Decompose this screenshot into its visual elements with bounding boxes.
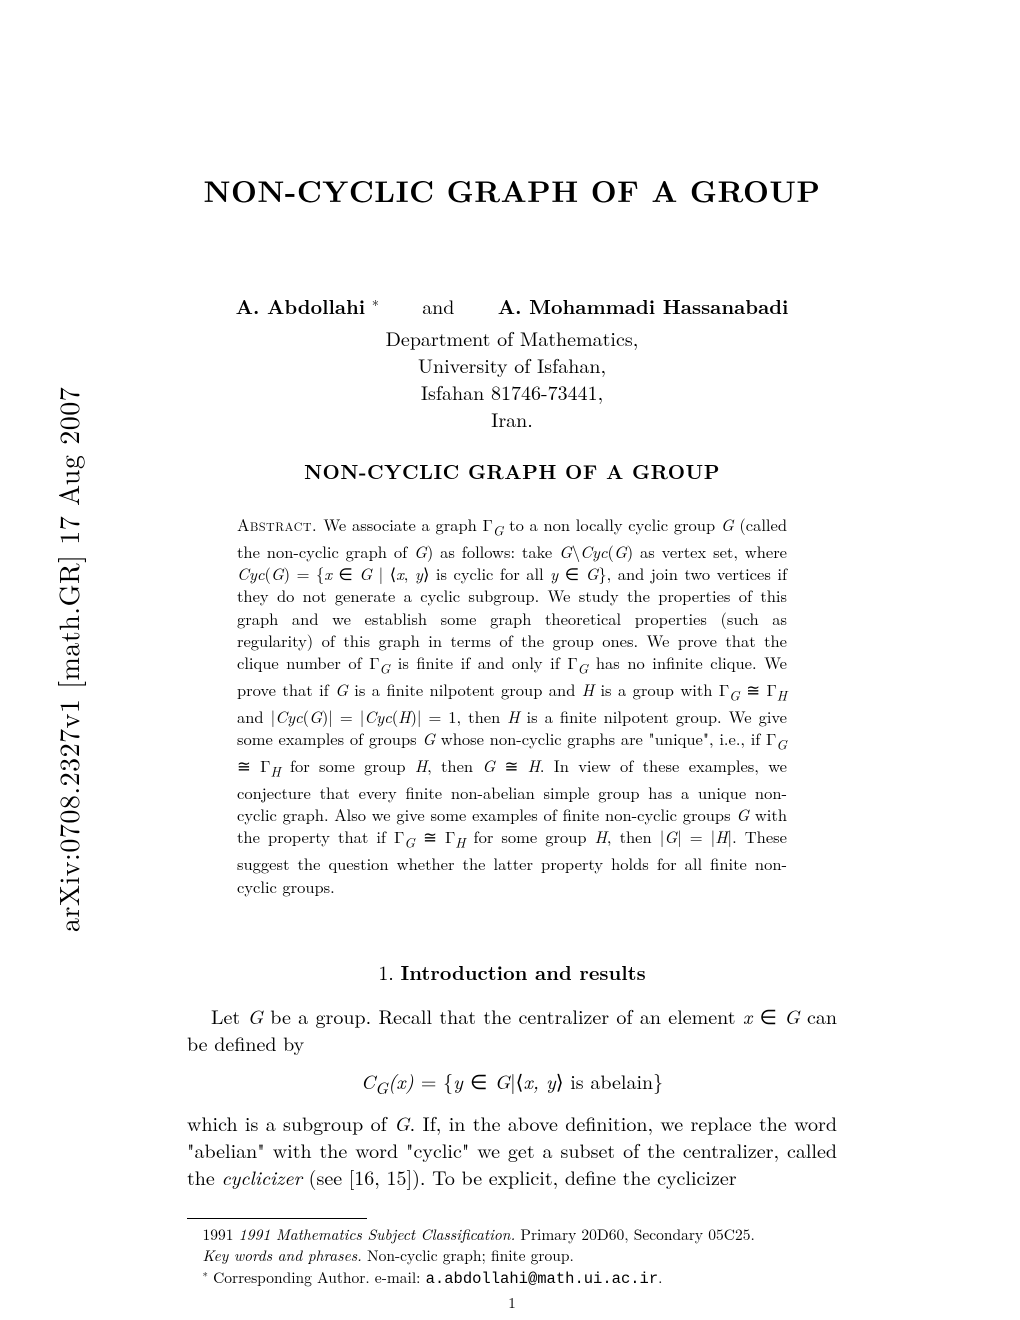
paper-subtitle: NON-CYCLIC GRAPH OF A GROUP <box>187 456 837 485</box>
footnote-msc: 1991 1991 Mathematics Subject Classifica… <box>187 1225 837 1246</box>
affiliation-line2: University of Isfahan, <box>418 350 606 379</box>
section-1-number: 1. <box>378 957 394 986</box>
affiliation: Department of Mathematics, University of… <box>187 324 837 432</box>
abstract: Abstract. We associate a graph ΓG to a n… <box>237 513 787 897</box>
footnote-msc-label: 1991 Mathematics Subject Classification. <box>239 1224 516 1245</box>
footnote-keywords-text: Non-cyclic graph; finite group. <box>367 1245 574 1266</box>
footnote-msc-text: Primary 20D60, Secondary 05C25. <box>520 1224 754 1245</box>
abstract-label: Abstract. <box>237 512 323 536</box>
footnote-msc-year: 1991 <box>203 1224 239 1245</box>
footnote-corresponding-text: Corresponding Author. e-mail: <box>213 1267 420 1288</box>
affiliation-line3: Isfahan 81746-73441, <box>421 377 603 406</box>
arxiv-id-text: arXiv:0708.2327v1 [math.GR] 17 Aug 2007 <box>48 387 88 932</box>
equation-1: CG(x) = {y ∈ G|⟨x, y⟩ is abelain} <box>187 1066 837 1099</box>
author-1: A. Abdollahi <box>236 291 366 320</box>
page-content: NON-CYCLIC GRAPH OF A GROUP A. Abdollahi… <box>187 168 837 1313</box>
section-1-heading: 1. Introduction and results <box>187 957 837 986</box>
footnote-keywords-label: Key words and phrases. <box>203 1245 362 1266</box>
footnote-corresponding: ∗ Corresponding Author. e-mail: a.abdoll… <box>187 1267 837 1290</box>
section-1-title: Introduction and results <box>401 957 646 986</box>
abstract-body: We associate a graph ΓG to a non locally… <box>237 512 787 898</box>
footnote-rule <box>187 1218 367 1219</box>
author-2: A. Mohammadi Hassanabadi <box>498 291 789 320</box>
footnote-email: a.abdollahi@math.ui.ac.ir <box>426 1270 659 1288</box>
page-number: 1 <box>187 1292 837 1313</box>
footnote-period: . <box>658 1267 662 1288</box>
footnote-keywords: Key words and phrases. Non-cyclic graph;… <box>187 1246 837 1267</box>
arxiv-identifier: arXiv:0708.2327v1 [math.GR] 17 Aug 2007 <box>48 387 88 932</box>
authors-line: A. Abdollahi ∗ and A. Mohammadi Hassanab… <box>187 291 837 320</box>
paragraph-1: Let G be a group. Recall that the centra… <box>187 1002 837 1056</box>
affiliation-line4: Iran. <box>491 404 533 433</box>
affiliation-line1: Department of Mathematics, <box>386 323 639 352</box>
paragraph-2: which is a subgroup of G. If, in the abo… <box>187 1109 837 1190</box>
paper-title: NON-CYCLIC GRAPH OF A GROUP <box>187 168 837 211</box>
authors-and: and <box>422 291 454 320</box>
author-1-marker: ∗ <box>372 291 379 311</box>
footnote-marker: ∗ <box>203 1266 208 1281</box>
